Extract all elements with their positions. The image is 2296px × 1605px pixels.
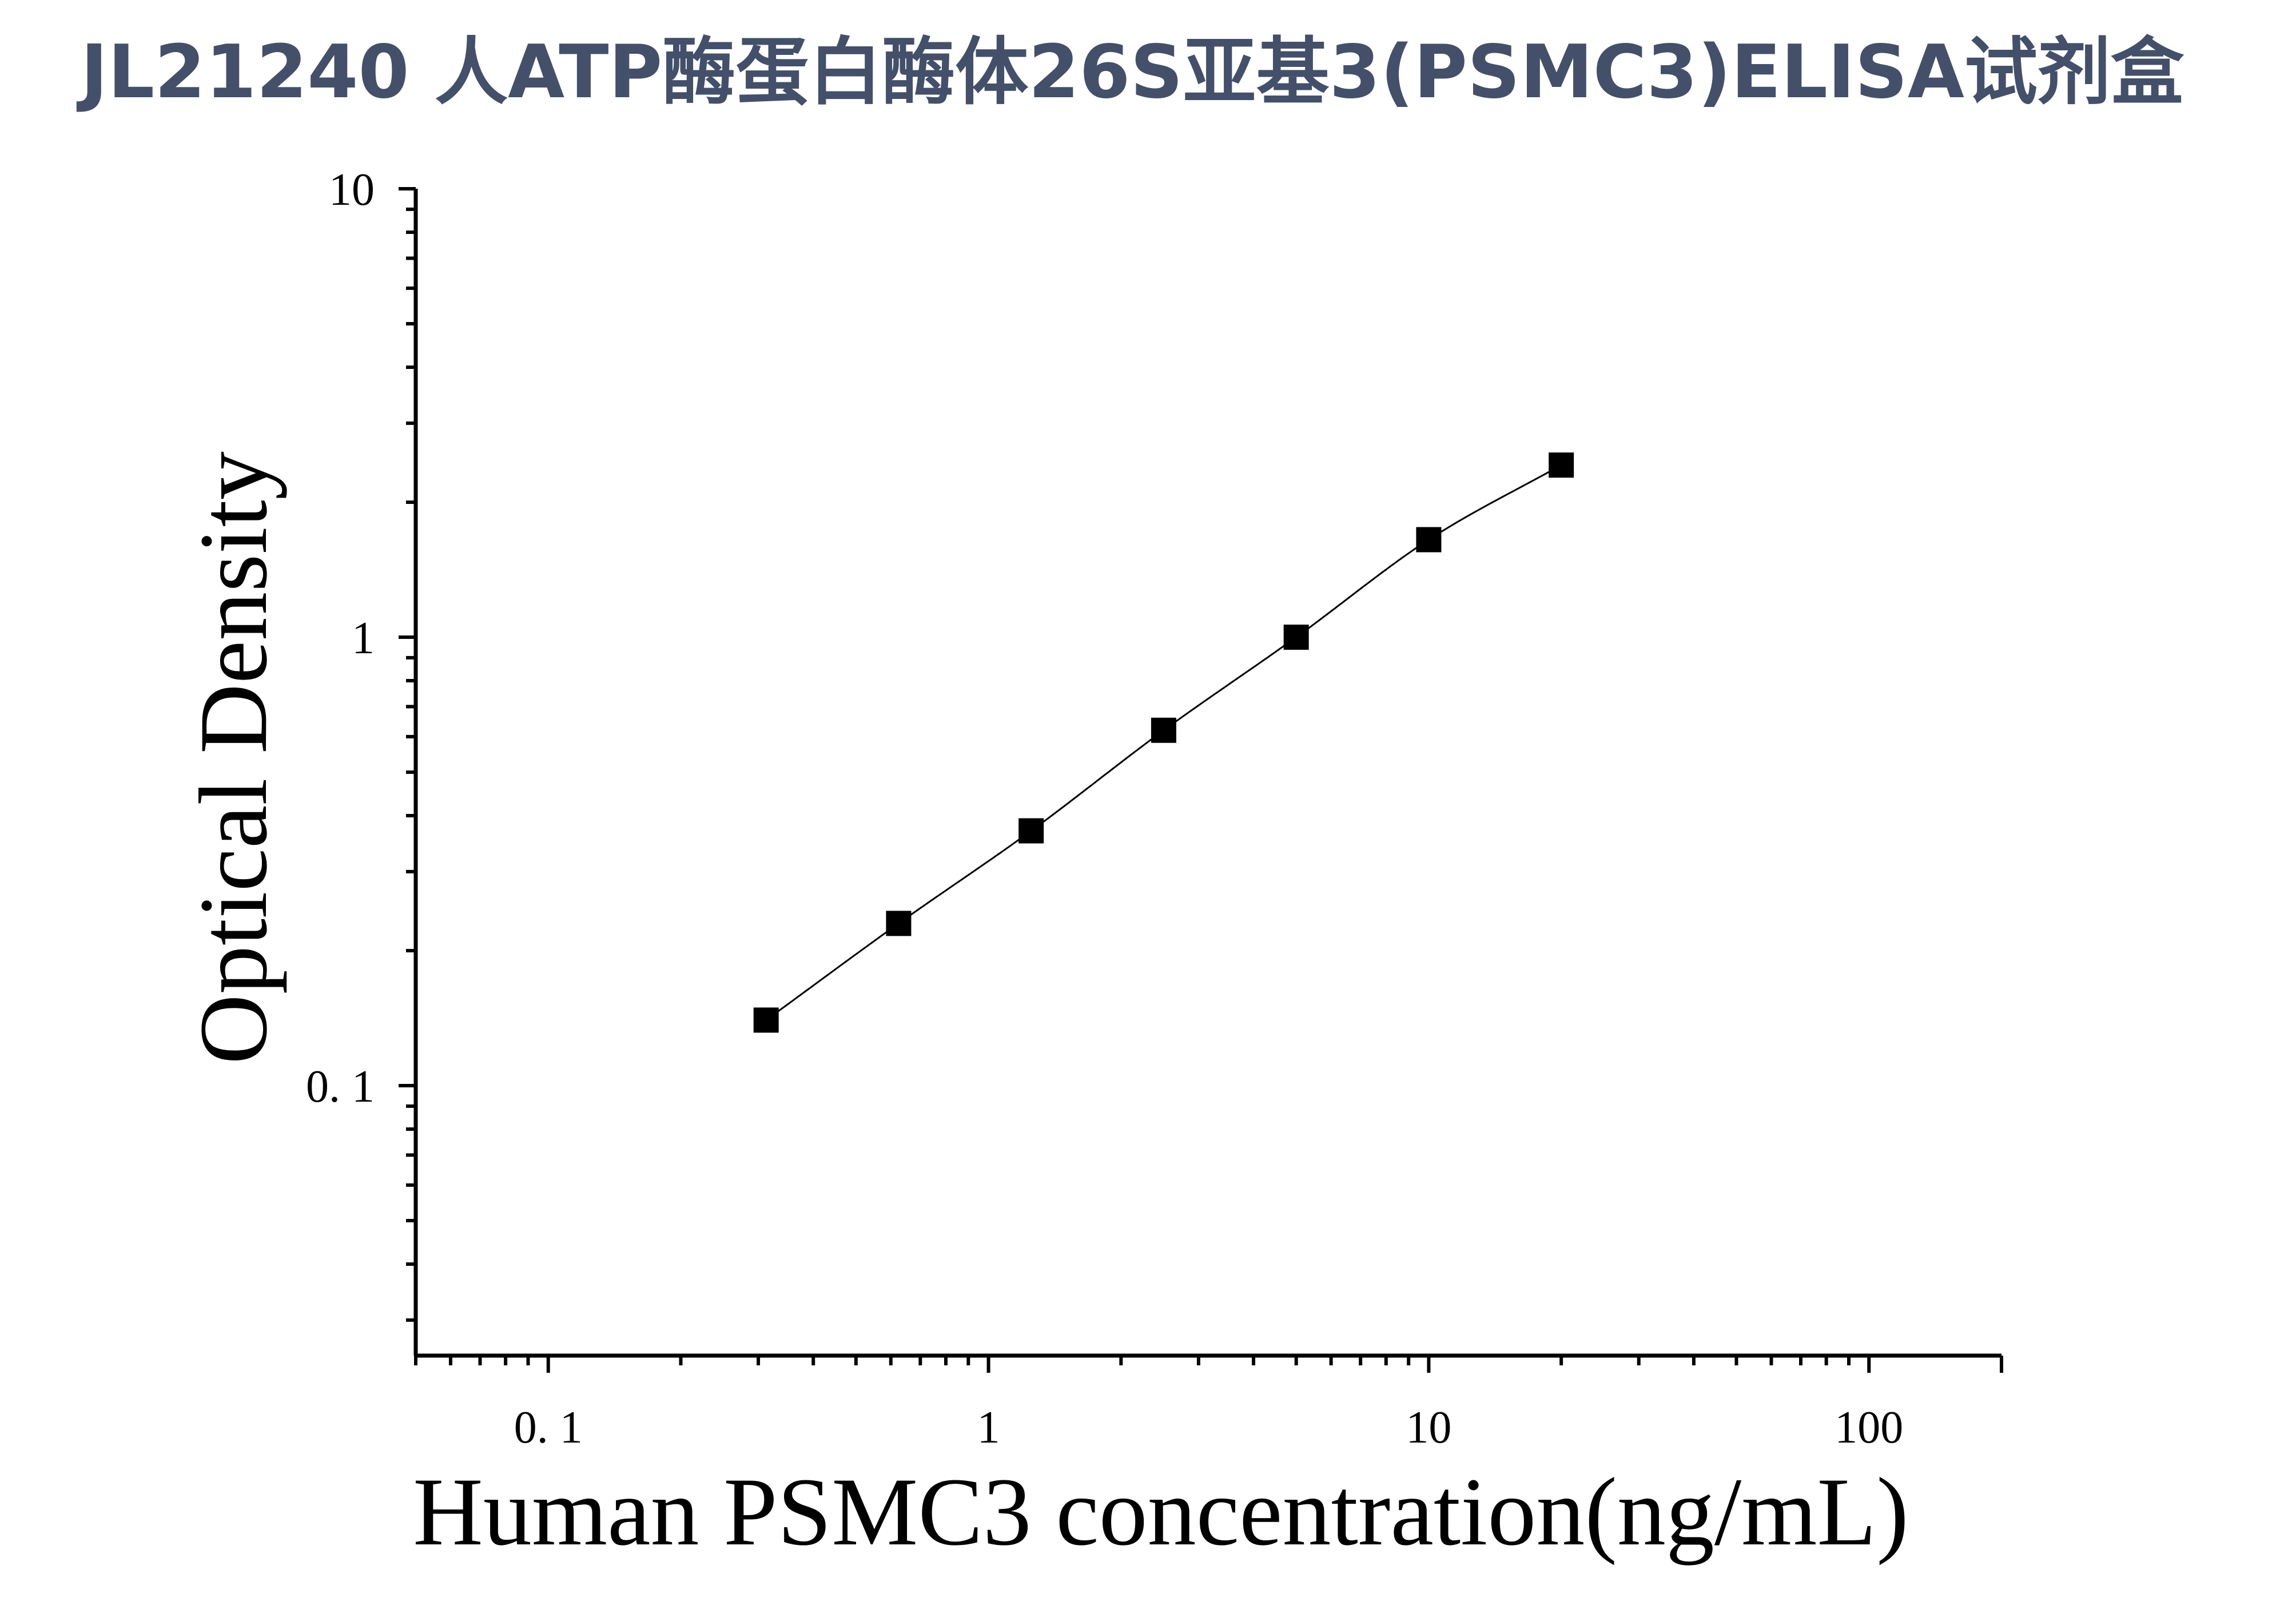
y-axis-tick-labels: 0. 1 1 10 — [306, 165, 375, 1112]
y-axis-ticks — [399, 187, 416, 1322]
y-tick-label: 10 — [329, 165, 375, 215]
data-point-marker — [1283, 624, 1309, 650]
x-axis-tick-labels: 0. 1 1 10 100 — [514, 1403, 1904, 1453]
x-axis-label: Human PSMC3 concentration(ng/mL) — [413, 1458, 1909, 1566]
data-point-marker — [886, 911, 912, 936]
chart-title: JL21240 人ATP酶蛋白酶体26S亚基3(PSMC3)ELISA试剂盒 — [76, 30, 2184, 115]
y-axis-label: Optical Density — [180, 451, 287, 1064]
data-point-marker — [1416, 527, 1442, 553]
data-markers — [753, 452, 1574, 1033]
x-axis-ticks — [414, 1356, 2003, 1373]
data-point-marker — [1549, 452, 1574, 478]
x-tick-label: 1 — [977, 1403, 1000, 1453]
data-point-marker — [753, 1007, 779, 1033]
y-tick-label: 0. 1 — [306, 1062, 375, 1112]
x-tick-label: 100 — [1835, 1403, 1903, 1453]
x-tick-label: 10 — [1406, 1403, 1451, 1453]
y-tick-label: 1 — [352, 613, 375, 664]
data-point-marker — [1151, 717, 1176, 743]
data-point-marker — [1018, 818, 1044, 844]
x-tick-label: 0. 1 — [514, 1403, 583, 1453]
